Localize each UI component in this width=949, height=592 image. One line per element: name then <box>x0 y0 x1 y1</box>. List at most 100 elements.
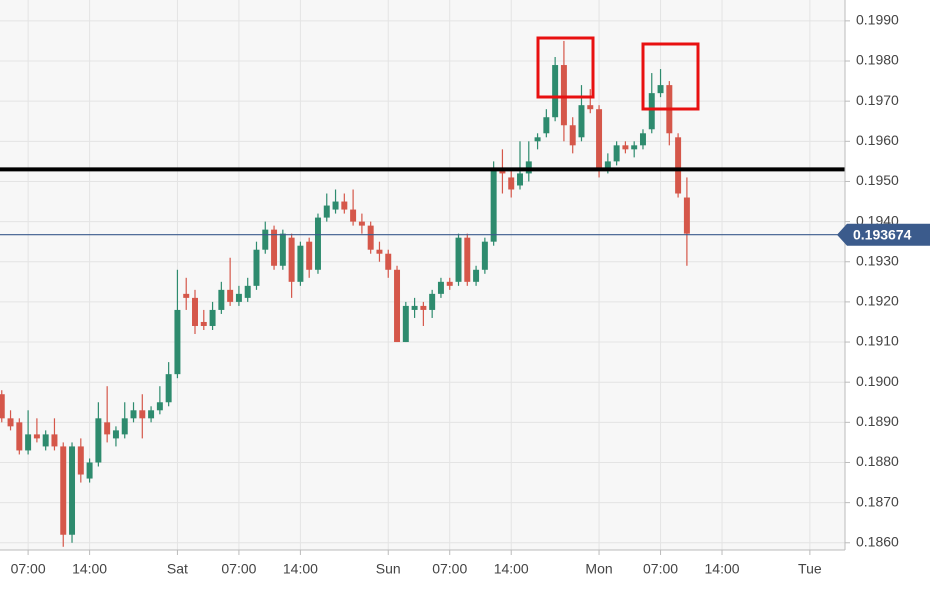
candle-body <box>148 410 155 419</box>
candle-body <box>622 145 629 150</box>
y-tick-label: 0.1890 <box>856 413 899 429</box>
candle-body <box>323 205 330 218</box>
candle-body <box>543 117 550 134</box>
candle-body <box>341 201 348 210</box>
candle-body <box>446 281 453 286</box>
candle-body <box>560 65 567 126</box>
x-tick-label: 14:00 <box>72 561 107 577</box>
candle-body <box>156 402 163 411</box>
candle-body <box>16 422 23 451</box>
candle-body <box>227 289 234 302</box>
x-tick-label: Mon <box>585 561 612 577</box>
x-tick-label: Sat <box>167 561 188 577</box>
x-tick-label: 07:00 <box>221 561 256 577</box>
candle-body <box>314 217 321 270</box>
candle-body <box>613 145 620 162</box>
candle-body <box>165 374 172 403</box>
candle-body <box>69 446 76 535</box>
candle-body <box>183 293 190 298</box>
candle-body <box>51 434 58 447</box>
candle-body <box>271 229 278 266</box>
candles <box>0 40 690 547</box>
candle-body <box>499 169 506 174</box>
candle-body <box>464 237 471 282</box>
candle-body <box>657 85 664 94</box>
axes: 0.1860 0.1870 0.1880 0.1890 0.1900 0.1910 0.19… <box>11 12 930 577</box>
candle-body <box>244 285 251 298</box>
x-tick-label: 14:00 <box>283 561 318 577</box>
candle-body <box>279 233 286 266</box>
current-price-label: 0.193674 <box>853 226 912 242</box>
candle-body <box>209 309 216 326</box>
candle-body <box>121 418 128 435</box>
candle-body <box>473 269 480 282</box>
candle-body <box>648 93 655 130</box>
candle-body <box>77 446 84 475</box>
candle-body <box>358 221 365 226</box>
candle-body <box>569 125 576 146</box>
candle-body <box>394 269 401 343</box>
highlight-box <box>536 36 595 99</box>
candle-body <box>139 410 146 419</box>
y-tick-label: 0.1970 <box>856 92 899 108</box>
y-tick-label: 0.1860 <box>856 533 899 549</box>
candle-body <box>508 177 515 190</box>
candle-body <box>288 237 295 282</box>
candle-body <box>95 418 102 463</box>
candle-body <box>385 253 392 270</box>
x-tick-label: 07:00 <box>11 561 46 577</box>
y-tick-label: 0.1880 <box>856 453 899 469</box>
x-tick-label: 07:00 <box>643 561 678 577</box>
candle-body <box>218 289 225 310</box>
candle-body <box>587 105 594 110</box>
y-tick-label: 0.1910 <box>856 333 899 349</box>
plot-background <box>0 0 845 550</box>
candle-body <box>7 418 14 427</box>
x-tick-label: 14:00 <box>705 561 740 577</box>
candle-body <box>525 161 532 174</box>
candle-body <box>86 462 93 479</box>
candle-body <box>683 197 690 234</box>
candle-body <box>25 434 32 451</box>
y-tick-label: 0.1960 <box>856 132 899 148</box>
candle-body <box>455 237 462 282</box>
highlight-box <box>641 42 700 111</box>
candle-body <box>534 137 541 142</box>
y-tick-label: 0.1870 <box>856 493 899 509</box>
y-tick-label: 0.1980 <box>856 52 899 68</box>
candle-body <box>192 297 198 326</box>
candle-body <box>367 225 374 250</box>
y-tick-label: 0.1950 <box>856 172 899 188</box>
x-tick-label: Tue <box>798 561 822 577</box>
candle-body <box>253 249 260 286</box>
y-tick-label: 0.1920 <box>856 293 899 309</box>
price-label-box <box>837 223 930 246</box>
candle-body <box>420 305 427 310</box>
candle-body <box>297 245 304 282</box>
candle-body <box>174 309 181 375</box>
candle-body <box>60 446 67 535</box>
candle-body <box>604 161 611 170</box>
candle-body <box>578 105 585 138</box>
candle-body <box>517 173 523 186</box>
x-tick-label: 07:00 <box>432 561 467 577</box>
grid <box>0 0 845 550</box>
candle-body <box>481 241 488 270</box>
candle-body <box>437 281 444 294</box>
x-tick-label: Sun <box>376 561 401 577</box>
candle-body <box>235 293 242 302</box>
candle-body <box>402 305 409 343</box>
candle-body <box>104 422 111 435</box>
candle-body <box>376 249 383 254</box>
candle-body <box>631 145 638 150</box>
y-tick-label: 0.1990 <box>856 12 899 28</box>
y-tick-label: 0.1930 <box>856 252 899 268</box>
candle-body <box>200 321 207 326</box>
candle-body <box>33 434 40 439</box>
candle-body <box>350 209 357 222</box>
candle-body <box>0 394 5 419</box>
candle-body <box>411 305 418 310</box>
candle-body <box>639 133 646 146</box>
candle-body <box>429 293 436 310</box>
